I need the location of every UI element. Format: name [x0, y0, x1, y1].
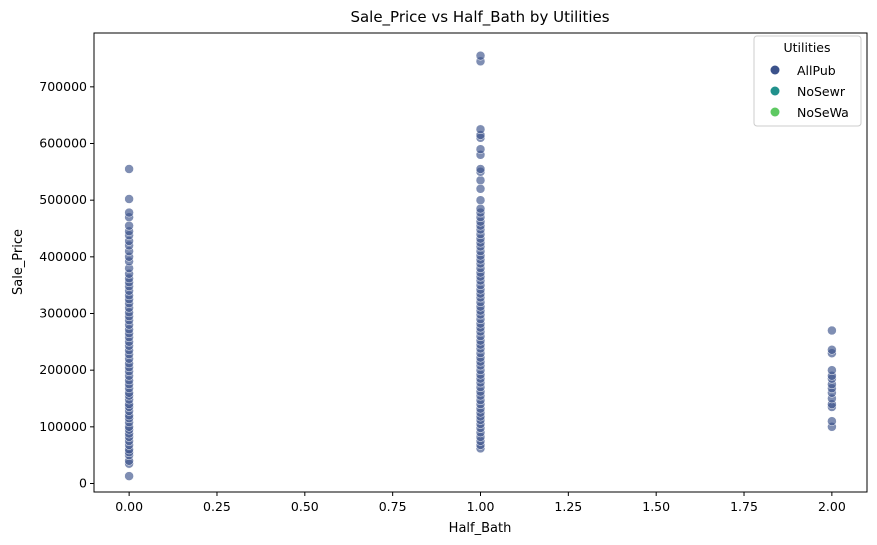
x-tick-label: 2.00: [818, 499, 846, 514]
x-tick-label: 0.75: [379, 499, 407, 514]
y-axis-ticks: 0 100000 200000 300000 400000 500000 600000 700…: [39, 79, 94, 491]
data-point: [476, 184, 485, 193]
legend-marker-allpub: [771, 66, 780, 75]
x-axis-label: Half_Bath: [449, 521, 512, 536]
x-tick-label: 1.75: [730, 499, 758, 514]
data-point: [476, 125, 485, 134]
legend-title: Utilities: [783, 40, 830, 55]
y-tick-label: 200000: [39, 362, 87, 377]
data-point: [476, 176, 485, 185]
x-tick-label: 0.25: [203, 499, 231, 514]
y-tick-label: 300000: [39, 306, 87, 321]
x-tick-label: 1.00: [467, 499, 495, 514]
legend-marker-nosewr: [771, 87, 780, 96]
y-tick-label: 0: [79, 476, 87, 491]
y-tick-label: 400000: [39, 249, 87, 264]
x-tick-label: 1.25: [554, 499, 582, 514]
data-point: [476, 51, 485, 60]
y-axis-label: Sale_Price: [11, 229, 26, 295]
data-point: [476, 196, 485, 205]
x-tick-label: 0.50: [291, 499, 319, 514]
legend-label-nosewa: NoSeWa: [797, 105, 849, 120]
data-point: [476, 204, 485, 213]
data-point: [125, 221, 134, 230]
legend-marker-nosewa: [771, 108, 780, 117]
data-point: [476, 165, 485, 174]
data-point: [827, 366, 836, 375]
data-point: [125, 165, 134, 174]
data-point: [827, 326, 836, 335]
x-axis-ticks: 0.00 0.25 0.50 0.75 1.00 1.25 1.50 1.75 2.00: [115, 492, 846, 514]
data-point: [125, 208, 134, 217]
y-tick-label: 600000: [39, 136, 87, 151]
legend-label-nosewr: NoSewr: [797, 84, 846, 99]
data-point: [125, 472, 134, 481]
chart-title: Sale_Price vs Half_Bath by Utilities: [350, 8, 609, 27]
data-point: [827, 345, 836, 354]
data-point: [476, 145, 485, 154]
legend: Utilities AllPub NoSewr NoSeWa: [754, 36, 861, 126]
y-tick-label: 100000: [39, 419, 87, 434]
x-tick-label: 0.00: [115, 499, 143, 514]
y-tick-label: 500000: [39, 192, 87, 207]
y-tick-label: 700000: [39, 79, 87, 94]
points-layer: [125, 51, 837, 480]
data-point: [827, 417, 836, 426]
legend-label-allpub: AllPub: [797, 63, 836, 78]
data-point: [125, 195, 134, 204]
x-tick-label: 1.50: [642, 499, 670, 514]
